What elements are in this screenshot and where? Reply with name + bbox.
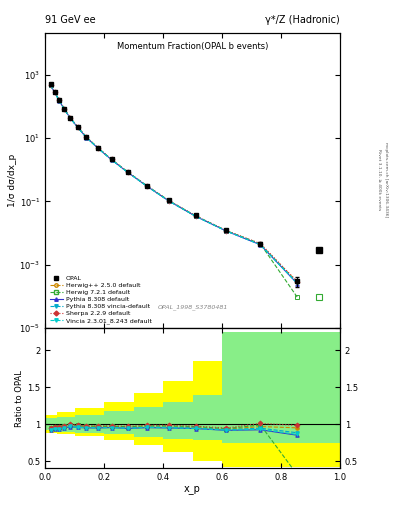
Text: Rivet 3.1.10, ≥ 400k events: Rivet 3.1.10, ≥ 400k events	[377, 148, 381, 210]
Text: Momentum Fraction(OPAL b events): Momentum Fraction(OPAL b events)	[117, 42, 268, 51]
X-axis label: x_p: x_p	[184, 484, 201, 494]
Text: OPAL_1998_S3780481: OPAL_1998_S3780481	[157, 305, 228, 310]
Text: γ*/Z (Hadronic): γ*/Z (Hadronic)	[265, 14, 340, 25]
Text: 91 GeV ee: 91 GeV ee	[45, 14, 96, 25]
Y-axis label: Ratio to OPAL: Ratio to OPAL	[15, 370, 24, 426]
Legend: OPAL, Herwig++ 2.5.0 default, Herwig 7.2.1 default, Pythia 8.308 default, Pythia: OPAL, Herwig++ 2.5.0 default, Herwig 7.2…	[48, 275, 153, 325]
Y-axis label: 1/σ dσ/dx_p: 1/σ dσ/dx_p	[7, 154, 17, 207]
Text: mcplots.cern.ch [arXiv:1306.3436]: mcplots.cern.ch [arXiv:1306.3436]	[384, 142, 388, 217]
